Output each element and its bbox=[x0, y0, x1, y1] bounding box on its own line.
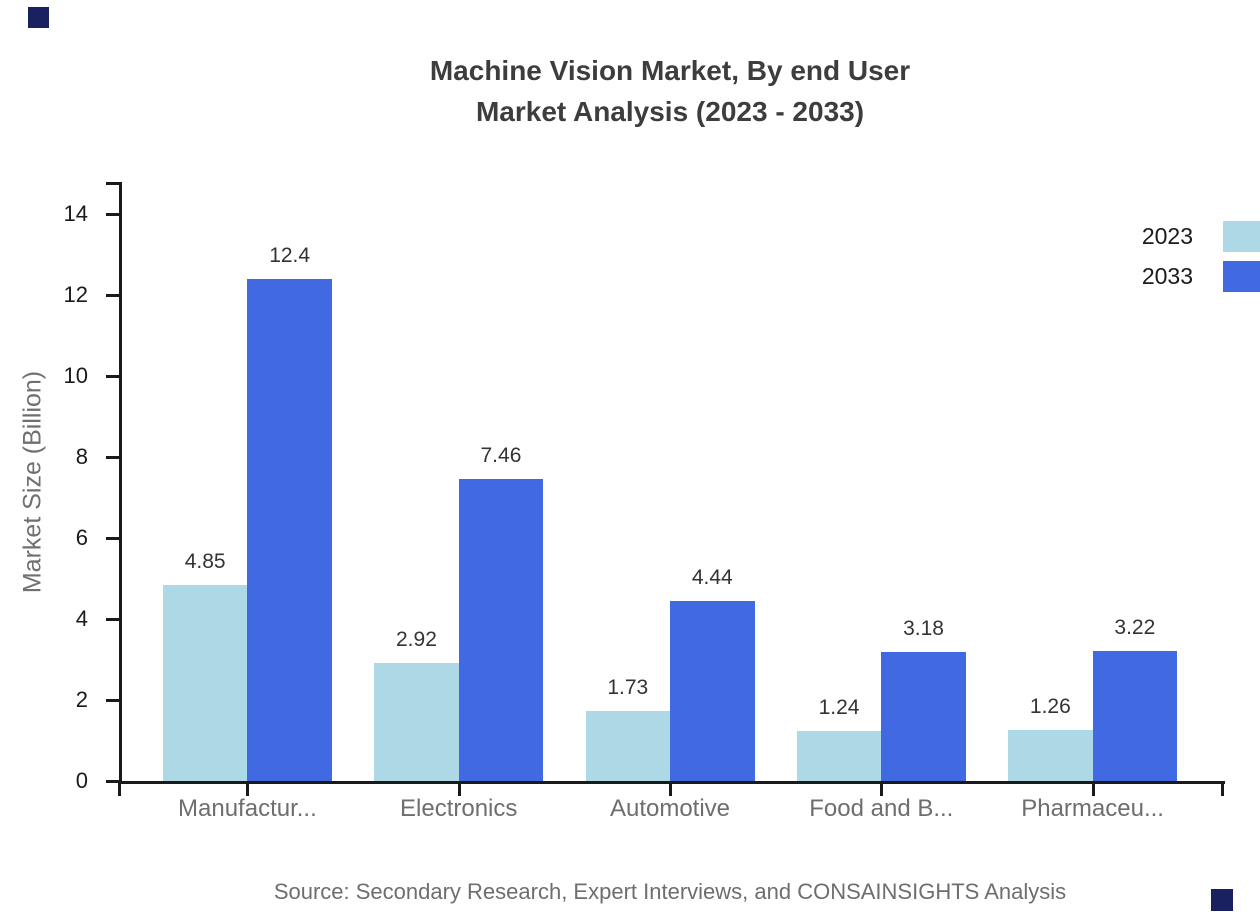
category-label: Automotive bbox=[609, 795, 731, 822]
chart-title-line-2: Market Analysis (2023 - 2033) bbox=[475, 96, 865, 127]
bar-2023 bbox=[162, 585, 248, 781]
bar-2023 bbox=[374, 663, 459, 781]
x-tick bbox=[118, 781, 121, 796]
y-tick-label: 8 bbox=[75, 444, 88, 470]
chart-title: Machine Vision Market, By end User Marke… bbox=[80, 50, 1260, 132]
bar-2023 bbox=[796, 731, 882, 781]
y-tick-label: 6 bbox=[75, 525, 88, 551]
value-label-2023: 2.92 bbox=[396, 628, 437, 651]
legend-label-2033: 2033 bbox=[1141, 263, 1193, 289]
value-label-2033: 3.22 bbox=[1114, 616, 1156, 639]
legend-label-2023: 2023 bbox=[1141, 223, 1193, 249]
y-tick bbox=[106, 780, 119, 783]
source-note: Source: Secondary Research, Expert Inter… bbox=[273, 879, 1067, 904]
y-tick bbox=[106, 618, 119, 622]
x-tick bbox=[1221, 781, 1224, 796]
corner-mark-top-left bbox=[28, 7, 49, 28]
legend-swatch-2033 bbox=[1223, 261, 1260, 292]
y-axis-title: Market Size (Billion) bbox=[18, 370, 47, 594]
value-label-2023: 1.73 bbox=[607, 676, 649, 699]
corner-mark-bottom-right bbox=[1211, 889, 1233, 911]
category-label: Food and B... bbox=[809, 795, 954, 822]
bar-2033 bbox=[881, 652, 966, 781]
x-tick bbox=[246, 781, 250, 796]
value-label-2033: 12.4 bbox=[269, 244, 311, 267]
legend-item-2023: 2023 bbox=[1142, 221, 1260, 252]
y-tick-label: 4 bbox=[75, 606, 88, 632]
y-tick bbox=[106, 537, 119, 541]
bar-2023 bbox=[1008, 730, 1093, 781]
x-tick bbox=[1091, 781, 1095, 796]
value-label-2023: 4.85 bbox=[184, 550, 226, 573]
value-label-2033: 4.44 bbox=[691, 566, 733, 589]
bar-2033 bbox=[458, 479, 544, 781]
legend-swatch-2023 bbox=[1223, 221, 1260, 252]
bar-2023 bbox=[585, 711, 670, 781]
bar-2033 bbox=[670, 601, 755, 781]
y-tick-label: 14 bbox=[63, 201, 88, 227]
y-tick-label: 10 bbox=[63, 363, 88, 389]
x-tick bbox=[457, 781, 461, 796]
y-tick bbox=[106, 699, 119, 703]
x-tick bbox=[669, 781, 672, 796]
y-tick-label: 12 bbox=[63, 282, 88, 308]
y-tick-label: 2 bbox=[75, 687, 88, 713]
y-axis bbox=[119, 182, 122, 784]
value-label-2023: 1.26 bbox=[1029, 695, 1071, 718]
y-tick-label: 0 bbox=[75, 768, 88, 793]
y-tick bbox=[106, 375, 119, 379]
legend-item-2033: 2033 bbox=[1142, 261, 1260, 292]
category-label: Manufactur... bbox=[178, 795, 317, 822]
category-label: Pharmaceu... bbox=[1021, 795, 1164, 822]
y-axis-end-cap bbox=[106, 182, 119, 185]
x-axis bbox=[119, 781, 1225, 784]
value-label-2023: 1.24 bbox=[818, 696, 860, 719]
category-label: Electronics bbox=[400, 795, 518, 822]
legend: 2023 2033 bbox=[1142, 221, 1260, 292]
y-tick bbox=[106, 294, 119, 298]
bar-2033 bbox=[247, 279, 332, 781]
x-tick bbox=[880, 781, 884, 796]
y-tick bbox=[106, 456, 119, 460]
chart-title-line-1: Machine Vision Market, By end User bbox=[429, 55, 911, 86]
bar-2033 bbox=[1092, 651, 1178, 781]
y-tick bbox=[106, 213, 119, 217]
value-label-2033: 3.18 bbox=[903, 617, 944, 640]
value-label-2033: 7.46 bbox=[480, 444, 522, 467]
